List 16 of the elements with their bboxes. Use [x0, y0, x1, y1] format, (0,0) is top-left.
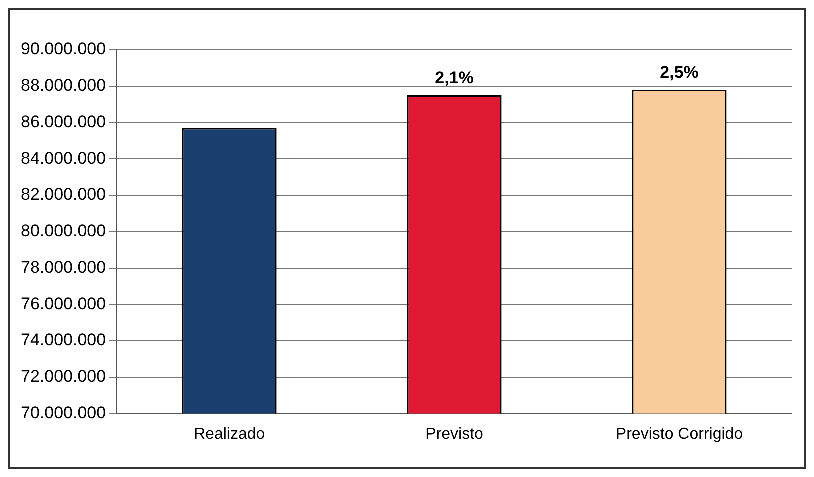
y-tick-label: 76.000.000 — [20, 294, 106, 314]
y-tick-label: 80.000.000 — [20, 222, 106, 241]
y-tick-label: 84.000.000 — [20, 148, 106, 168]
y-tick-label: 86.000.000 — [20, 112, 106, 132]
x-tick-label: Realizado — [194, 426, 266, 443]
y-tick-label: 74.000.000 — [20, 330, 106, 350]
y-tick-label: 90.000.000 — [20, 40, 106, 59]
annotation: 2,5% — [660, 63, 699, 82]
annotation: 2,1% — [435, 68, 474, 88]
y-tick-label: 82.000.000 — [20, 185, 106, 204]
y-tick-label: 70.000.000 — [20, 403, 106, 422]
y-tick-label: 78.000.000 — [20, 258, 106, 277]
x-tick-label: Previsto — [426, 426, 484, 443]
x-tick-label: Previsto Corrigido — [616, 426, 744, 443]
y-tick-label: 72.000.000 — [20, 367, 106, 386]
y-tick-label: 88.000.000 — [20, 76, 106, 96]
